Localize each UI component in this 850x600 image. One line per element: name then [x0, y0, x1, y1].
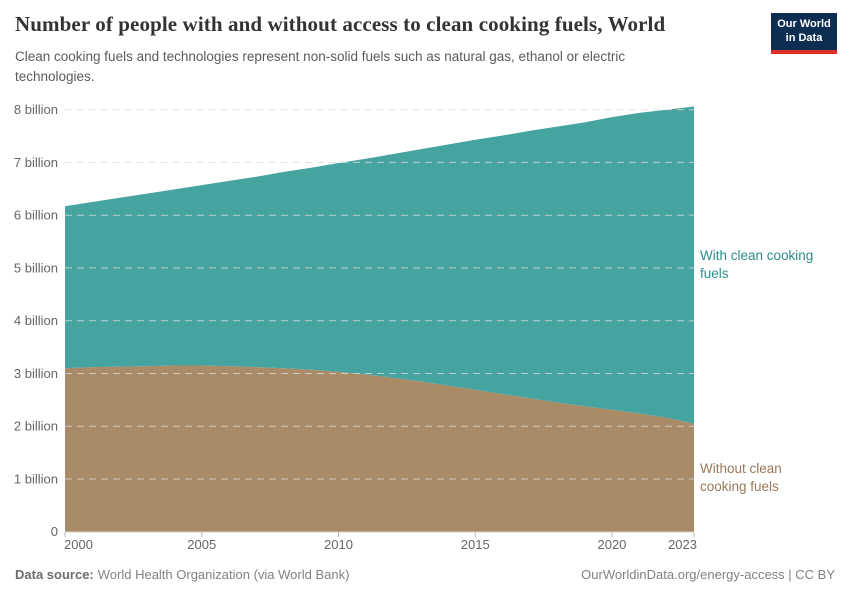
area-without-clean-cooking-fuels[interactable]: [65, 365, 694, 532]
y-tick-label: 6 billion: [14, 208, 58, 223]
y-tick-label: 8 billion: [14, 102, 58, 117]
x-tick-label: 2010: [324, 537, 353, 552]
chart-axes: 0 1 billion 2 billion 3 billion 4 billion 5 b…: [14, 102, 697, 552]
series-label-without-line1: Without clean: [700, 461, 782, 476]
owid-logo[interactable]: Our World in Data: [771, 13, 837, 54]
series-label-without: Without clean cooking fuels: [700, 460, 830, 496]
y-tick-label: 2 billion: [14, 419, 58, 434]
series-label-with: With clean cooking fuels: [700, 247, 830, 283]
y-tick-label: 5 billion: [14, 260, 58, 275]
owid-logo-line1: Our World: [777, 18, 831, 30]
page-title: Number of people with and without access…: [15, 12, 666, 36]
area-with-clean-cooking-fuels[interactable]: [65, 106, 694, 424]
chart-footer: Data source: World Health Organization (v…: [15, 567, 835, 582]
chart-subtitle: Clean cooking fuels and technologies rep…: [15, 49, 626, 84]
x-tick-label: 2020: [597, 537, 626, 552]
data-source-text: World Health Organization (via World Ban…: [97, 567, 350, 582]
data-source-label: Data source:: [15, 567, 94, 582]
series-label-without-line2: cooking fuels: [700, 478, 779, 494]
data-source: Data source: World Health Organization (v…: [15, 567, 349, 582]
y-tick-label: 7 billion: [14, 155, 58, 170]
owid-logo-line2: in Data: [785, 31, 823, 44]
y-tick-label: 0: [51, 524, 58, 539]
y-tick-label: 4 billion: [14, 313, 58, 328]
x-tick-label: 2005: [187, 537, 216, 552]
x-tick-label: 2015: [461, 537, 490, 552]
credit-link[interactable]: OurWorldinData.org/energy-access | CC BY: [581, 567, 835, 582]
y-tick-label: 3 billion: [14, 366, 58, 381]
chart-gridlines: [65, 109, 694, 480]
x-tick-label: 2000: [64, 537, 93, 552]
series-label-with-line2: fuels: [700, 265, 729, 281]
x-tick-label: 2023: [668, 537, 697, 552]
chart-areas: [65, 106, 694, 532]
y-tick-label: 1 billion: [14, 472, 58, 487]
series-label-with-line1: With clean cooking: [700, 248, 814, 263]
